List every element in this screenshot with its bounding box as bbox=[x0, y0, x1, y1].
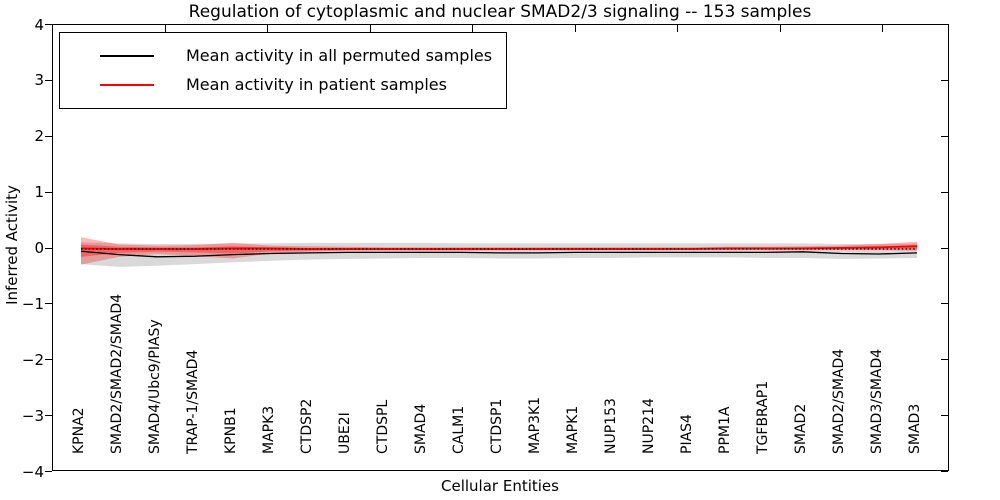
x-category-label: SMAD2 bbox=[793, 403, 809, 454]
y-tick-left bbox=[45, 359, 52, 361]
plot-area: Mean activity in all permuted samples Mea… bbox=[52, 24, 949, 471]
y-tick-left bbox=[45, 303, 52, 305]
x-tick-top bbox=[574, 25, 576, 32]
y-tick-left bbox=[45, 24, 52, 25]
x-axis-label: Cellular Entities bbox=[441, 477, 559, 495]
y-tick-label: 1 bbox=[34, 183, 44, 202]
x-category-label: MAPK1 bbox=[565, 405, 581, 454]
x-tick-top bbox=[779, 25, 781, 32]
legend-item: Mean activity in all permuted samples bbox=[60, 41, 506, 70]
legend: Mean activity in all permuted samples Mea… bbox=[59, 32, 507, 109]
y-tick-right bbox=[941, 79, 948, 81]
x-category-label: NUP214 bbox=[641, 398, 657, 454]
x-category-label: SMAD2/SMAD2/SMAD4 bbox=[109, 293, 125, 454]
y-tick-left bbox=[45, 79, 52, 81]
x-tick-top bbox=[369, 25, 371, 32]
y-tick-right bbox=[941, 191, 948, 193]
y-tick-label: −4 bbox=[21, 462, 44, 481]
legend-line-sample bbox=[100, 54, 154, 57]
x-category-label: KPNA2 bbox=[71, 407, 87, 454]
y-tick-label: −2 bbox=[21, 350, 44, 369]
x-tick-top bbox=[164, 25, 166, 32]
x-category-label: SMAD4 bbox=[413, 403, 429, 454]
x-category-label: SMAD3/SMAD4 bbox=[869, 348, 885, 454]
y-tick-right bbox=[941, 135, 948, 137]
y-tick-left bbox=[45, 191, 52, 193]
y-tick-right bbox=[941, 359, 948, 361]
x-tick-top bbox=[677, 25, 678, 32]
x-category-label: NUP153 bbox=[603, 398, 619, 454]
y-tick-right bbox=[941, 24, 948, 25]
x-category-label: CTDSPL bbox=[375, 399, 391, 454]
plot-canvas bbox=[80, 237, 918, 267]
y-tick-label: 3 bbox=[34, 71, 44, 90]
y-tick-left bbox=[45, 247, 52, 249]
y-tick-left bbox=[45, 471, 52, 472]
x-category-label: SMAD2/SMAD4 bbox=[831, 348, 847, 454]
y-tick-right bbox=[941, 415, 948, 417]
x-category-label: SMAD3 bbox=[907, 403, 923, 454]
x-category-label: TGFBRAP1 bbox=[755, 380, 771, 454]
series-line-0 bbox=[80, 250, 918, 258]
y-tick-label: 4 bbox=[34, 15, 44, 34]
x-tick-top bbox=[882, 25, 883, 32]
x-category-label: MAPK3 bbox=[261, 405, 277, 454]
x-category-label: CALM1 bbox=[451, 405, 467, 454]
x-category-label: PPM1A bbox=[717, 406, 733, 454]
y-tick-label: 0 bbox=[34, 239, 44, 257]
y-tick-label: 2 bbox=[34, 127, 44, 146]
y-tick-right bbox=[941, 247, 948, 249]
x-category-label: CTDSP2 bbox=[299, 398, 315, 454]
x-category-label: TRAP-1/SMAD4 bbox=[185, 349, 201, 454]
x-category-label: MAP3K1 bbox=[527, 396, 543, 454]
y-tick-label: −1 bbox=[21, 294, 44, 313]
x-category-label: SMAD4/Ubc9/PIASy bbox=[147, 319, 163, 454]
legend-item-label: Mean activity in patient samples bbox=[186, 75, 447, 94]
legend-line-sample bbox=[100, 83, 154, 86]
legend-item: Mean activity in patient samples bbox=[60, 70, 506, 99]
y-tick-label: −3 bbox=[21, 406, 44, 425]
x-tick-top bbox=[267, 25, 268, 32]
y-tick-right bbox=[941, 471, 948, 472]
y-tick-left bbox=[45, 135, 52, 137]
x-category-label: PIAS4 bbox=[679, 414, 695, 454]
legend-item-label: Mean activity in all permuted samples bbox=[186, 46, 493, 65]
x-category-label: UBE2I bbox=[337, 412, 353, 454]
x-tick-top bbox=[472, 25, 473, 32]
x-category-label: KPNB1 bbox=[223, 407, 239, 454]
band-patient-samples-range-inner bbox=[81, 244, 917, 257]
chart-title: Regulation of cytoplasmic and nuclear SM… bbox=[188, 2, 812, 22]
y-tick-left bbox=[45, 415, 52, 417]
x-category-label: CTDSP1 bbox=[489, 398, 505, 454]
band-patient-samples-range-outer bbox=[81, 237, 917, 265]
y-tick-right bbox=[941, 303, 948, 305]
